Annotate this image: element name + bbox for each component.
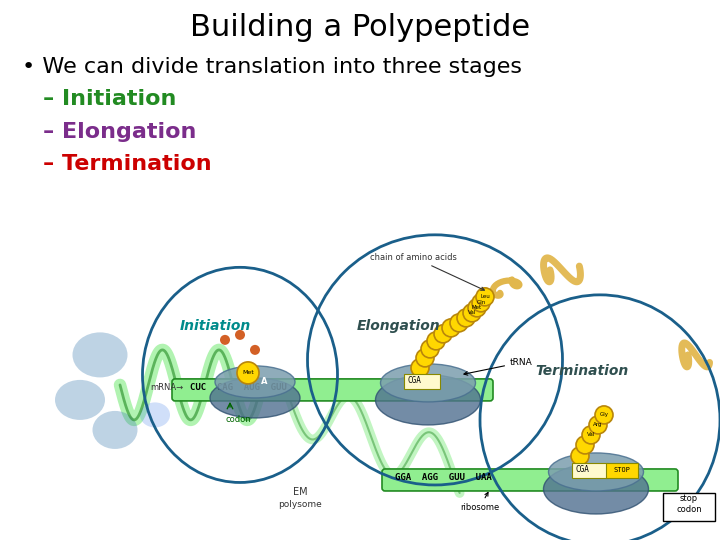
Text: – Termination: – Termination — [43, 154, 212, 174]
Text: A: A — [261, 377, 268, 387]
FancyBboxPatch shape — [663, 493, 715, 521]
Text: P: P — [578, 468, 584, 476]
Ellipse shape — [55, 380, 105, 420]
Circle shape — [571, 447, 589, 465]
Ellipse shape — [380, 364, 475, 402]
Text: P: P — [410, 379, 416, 387]
Text: Initiation: Initiation — [180, 319, 251, 333]
Text: Termination: Termination — [535, 364, 629, 378]
Text: CGA: CGA — [407, 376, 421, 386]
Text: A: A — [432, 379, 438, 387]
Text: Arg: Arg — [593, 422, 603, 428]
Text: Gln: Gln — [477, 300, 485, 305]
Ellipse shape — [376, 375, 480, 425]
Circle shape — [427, 332, 445, 350]
Ellipse shape — [92, 411, 138, 449]
Text: Met: Met — [472, 305, 482, 310]
Text: STOP: STOP — [613, 467, 631, 473]
Text: codon: codon — [225, 415, 251, 424]
Circle shape — [220, 335, 230, 345]
Text: CGA: CGA — [575, 465, 589, 475]
Circle shape — [472, 294, 490, 312]
Circle shape — [235, 330, 245, 340]
Circle shape — [250, 345, 260, 355]
Ellipse shape — [215, 366, 295, 398]
Ellipse shape — [73, 333, 127, 377]
Text: chain of amino acids: chain of amino acids — [370, 253, 485, 291]
Ellipse shape — [210, 378, 300, 418]
FancyBboxPatch shape — [606, 463, 638, 478]
Circle shape — [582, 426, 600, 444]
Text: Elongation: Elongation — [357, 319, 441, 333]
Text: Met: Met — [242, 370, 254, 375]
Circle shape — [416, 349, 434, 367]
Circle shape — [576, 436, 594, 454]
FancyBboxPatch shape — [572, 463, 608, 478]
Circle shape — [237, 362, 259, 384]
Ellipse shape — [549, 453, 644, 491]
Circle shape — [457, 309, 475, 327]
Circle shape — [589, 416, 607, 434]
FancyBboxPatch shape — [404, 374, 440, 389]
Text: mRNA→: mRNA→ — [150, 383, 183, 393]
Ellipse shape — [544, 464, 649, 514]
Text: P: P — [243, 377, 249, 387]
Text: Leu: Leu — [480, 294, 490, 299]
Circle shape — [411, 359, 429, 377]
Text: A: A — [599, 468, 606, 476]
Circle shape — [595, 406, 613, 424]
Text: Val: Val — [587, 433, 595, 437]
Text: Val: Val — [468, 310, 476, 315]
Circle shape — [450, 314, 468, 332]
Text: – Initiation: – Initiation — [43, 89, 176, 109]
Text: CUC  CAG  AUG  GUU: CUC CAG AUG GUU — [190, 383, 287, 393]
Circle shape — [442, 319, 460, 337]
Circle shape — [434, 325, 452, 343]
Text: ribosome: ribosome — [460, 492, 499, 512]
Circle shape — [421, 340, 439, 358]
FancyBboxPatch shape — [382, 469, 678, 491]
Text: polysome: polysome — [278, 500, 322, 509]
Circle shape — [468, 299, 486, 317]
Text: Building a Polypeptide: Building a Polypeptide — [190, 14, 530, 43]
Ellipse shape — [140, 402, 170, 428]
Text: Gly: Gly — [600, 413, 608, 417]
Text: GGA  AGG  GUU  UAA: GGA AGG GUU UAA — [395, 474, 492, 482]
FancyBboxPatch shape — [172, 379, 493, 401]
Text: – Elongation: – Elongation — [43, 122, 197, 141]
Circle shape — [463, 304, 481, 322]
Text: EM: EM — [293, 487, 307, 497]
Text: • We can divide translation into three stages: • We can divide translation into three s… — [22, 57, 521, 77]
Circle shape — [476, 288, 494, 306]
Text: tRNA: tRNA — [464, 358, 533, 375]
Text: stop
codon: stop codon — [676, 494, 702, 514]
